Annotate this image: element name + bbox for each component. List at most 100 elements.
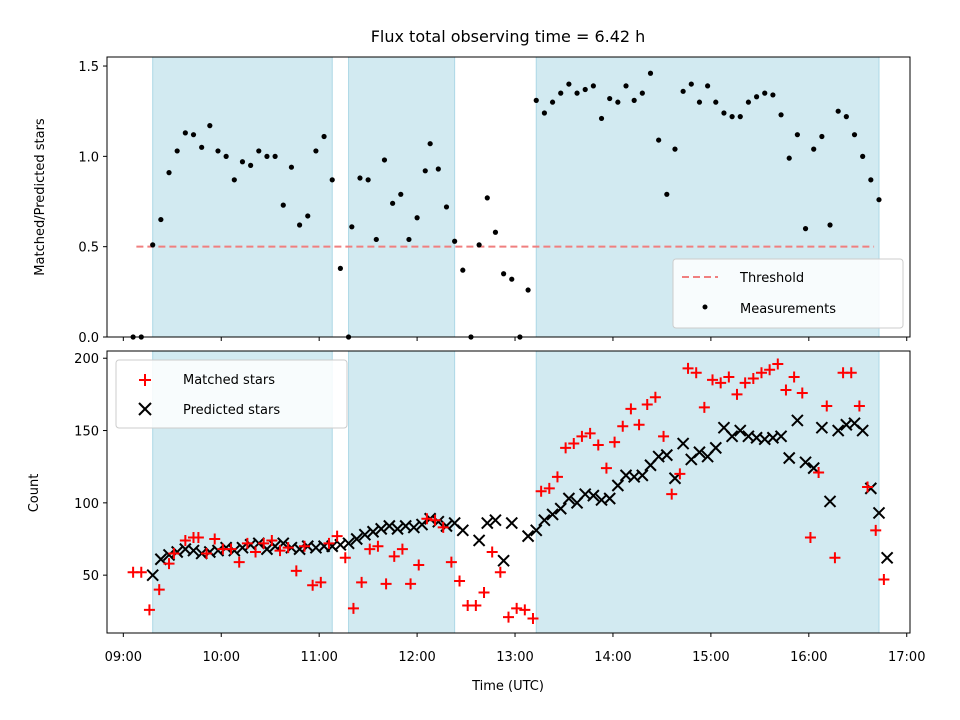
measurement-point xyxy=(876,197,882,203)
measurement-point xyxy=(452,238,458,244)
y-tick-label: 0.5 xyxy=(78,241,99,256)
measurement-point xyxy=(357,175,363,181)
matched-star-point xyxy=(625,403,637,415)
measurement-point xyxy=(501,271,507,277)
predicted-star-point xyxy=(383,519,396,533)
matched-star-point xyxy=(413,559,425,571)
predicted-star-point xyxy=(530,524,543,537)
observing-window xyxy=(348,350,456,634)
matched-star-point xyxy=(364,543,376,555)
matched-star-point xyxy=(804,532,816,544)
measurement-point xyxy=(843,114,849,120)
measurement-point xyxy=(288,164,295,170)
matched-star-point xyxy=(731,388,743,400)
matched-star-point xyxy=(192,532,204,544)
matched-star-point xyxy=(421,513,433,525)
measurements-legend-marker xyxy=(702,304,708,310)
predicted-star-point xyxy=(366,525,380,538)
predicted-star-point xyxy=(162,548,176,562)
measurement-point xyxy=(199,144,205,150)
matched-star-point xyxy=(658,430,670,442)
measurement-point xyxy=(406,236,412,243)
predicted-star-point xyxy=(342,537,355,550)
predicted-star-point xyxy=(538,513,551,527)
predicted-star-point xyxy=(636,469,649,482)
measurement-point xyxy=(574,90,580,96)
measurement-point xyxy=(819,133,825,140)
predicted-star-point xyxy=(497,554,510,567)
predicted-star-point xyxy=(791,414,804,427)
x-tick-label: 13:00 xyxy=(496,650,533,665)
measurement-point xyxy=(525,287,531,293)
matched-star-point xyxy=(764,364,776,376)
measurement-point xyxy=(256,148,262,154)
matched-star-point xyxy=(486,546,498,558)
y-tick-label: 1.0 xyxy=(78,150,99,165)
matched-star-point xyxy=(788,371,800,383)
matched-star-point xyxy=(560,442,572,454)
matched-star-point xyxy=(511,602,523,614)
predicted-star-point xyxy=(391,522,404,536)
predicted-star-point xyxy=(725,430,739,443)
matched-star-point xyxy=(551,471,563,483)
measurement-point xyxy=(373,236,379,243)
bottom-y-axis-label: Count xyxy=(27,474,42,513)
bottom-legend: Matched stars Predicted stars xyxy=(115,359,348,429)
matched-star-point xyxy=(372,540,384,552)
measurement-point xyxy=(305,213,311,219)
matched-star-point xyxy=(233,556,245,568)
predicted-legend-marker xyxy=(138,402,152,416)
measurement-point xyxy=(598,115,605,122)
measurement-point xyxy=(533,97,539,103)
predicted-star-point xyxy=(456,524,470,537)
matched-star-point xyxy=(429,514,441,526)
measurement-point xyxy=(753,94,760,100)
measurement-point xyxy=(264,153,270,159)
measurement-point xyxy=(811,146,817,152)
predicted-star-point xyxy=(211,544,225,557)
top-legend-box xyxy=(672,258,904,329)
matched-star-point xyxy=(568,438,580,450)
matched-star-point xyxy=(388,550,400,562)
matched-star-point xyxy=(821,400,833,412)
measurement-point xyxy=(615,99,621,105)
x-tick-label: 17:00 xyxy=(888,650,925,665)
y-tick-label: 200 xyxy=(74,352,99,367)
measurement-point xyxy=(647,70,654,76)
matched-star-point xyxy=(225,543,237,555)
measurement-point xyxy=(174,148,180,154)
measurement-point xyxy=(223,153,229,159)
predicted-star-point xyxy=(872,506,886,520)
matched-star-point xyxy=(282,542,294,554)
predicted-star-point xyxy=(415,518,429,531)
measurement-point xyxy=(390,200,396,206)
measurement-point xyxy=(349,224,355,230)
x-tick-label: 15:00 xyxy=(692,650,729,665)
bottom-axes-frame xyxy=(106,350,911,634)
measurement-point xyxy=(794,132,800,138)
measurement-point xyxy=(443,204,450,210)
measurement-point xyxy=(802,226,809,232)
predicted-star-point xyxy=(587,489,600,502)
matched-star-point xyxy=(829,552,841,564)
matched-star-point xyxy=(862,481,874,493)
measurement-point xyxy=(688,81,694,87)
matched-star-point xyxy=(258,537,270,549)
measurement-point xyxy=(427,141,433,147)
measurement-point xyxy=(582,86,588,93)
measurement-point xyxy=(721,110,727,116)
top-axis-ticks: 0.0 0.5 1.0 1.5 xyxy=(78,60,908,346)
predicted-star-point xyxy=(187,544,200,557)
measurement-point xyxy=(280,202,286,208)
predicted-star-point xyxy=(823,495,837,508)
matched-star-point xyxy=(870,524,882,536)
predicted-star-point xyxy=(350,532,363,546)
matched-star-point xyxy=(813,466,825,478)
x-tick-label: 12:00 xyxy=(398,650,435,665)
measurement-point xyxy=(656,137,662,143)
measurement-point xyxy=(639,90,645,96)
matched-star-point xyxy=(682,362,694,374)
predicted-legend-label: Predicted stars xyxy=(183,403,280,418)
matched-star-point xyxy=(584,427,596,439)
